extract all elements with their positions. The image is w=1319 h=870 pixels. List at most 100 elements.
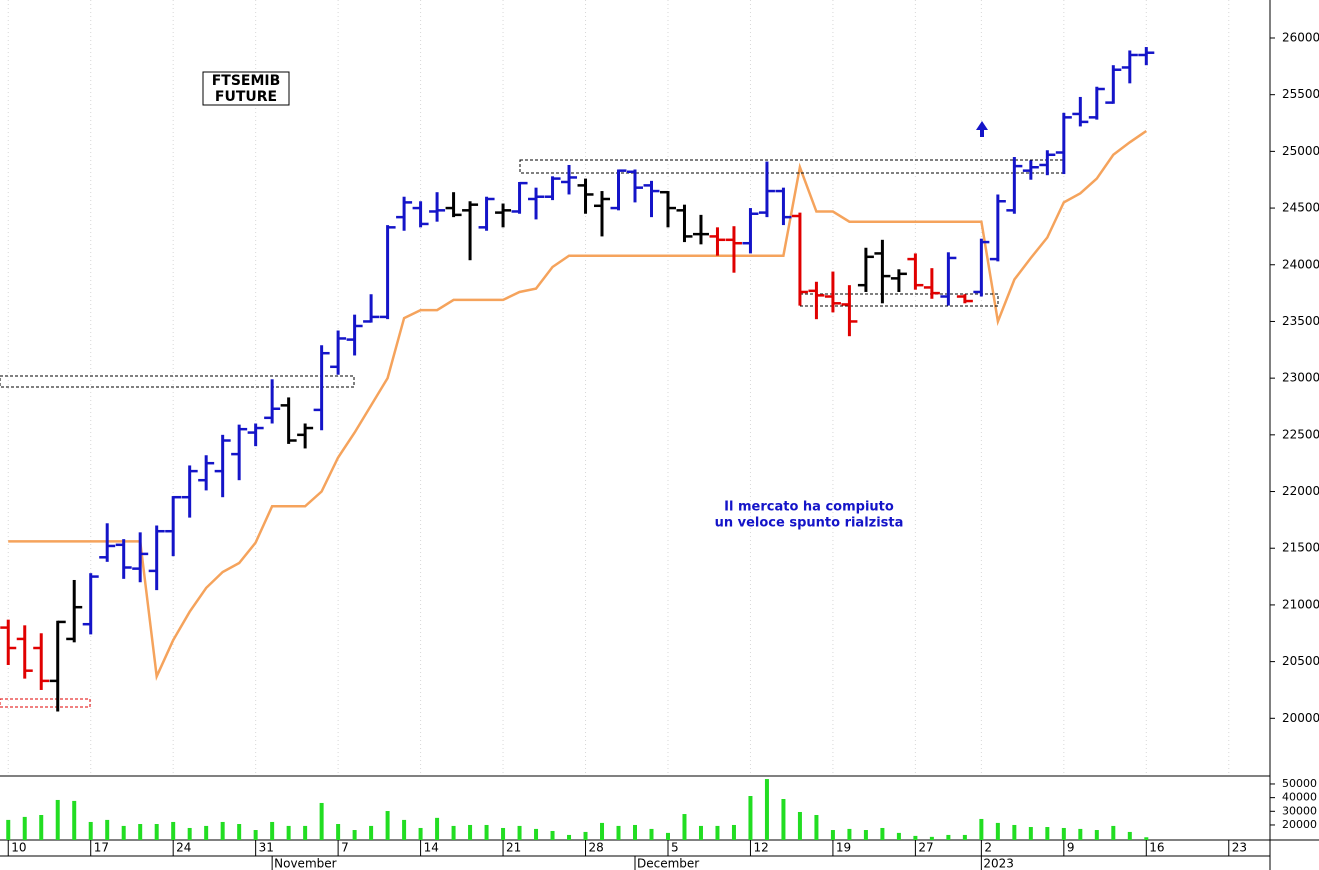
x-tick-label: 5: [671, 841, 679, 855]
volume-bar: [962, 834, 967, 840]
volume-bar: [847, 828, 852, 840]
volume-bar: [138, 824, 143, 840]
volume-bar: [665, 832, 670, 840]
volume-bar: [995, 822, 1000, 840]
y-tick-label: 22500: [1282, 427, 1319, 441]
volume-bar: [39, 814, 44, 840]
label-box-text: FTSEMIB: [212, 73, 281, 89]
volume-bar: [402, 819, 407, 840]
volume-bar: [105, 819, 110, 840]
x-tick-label: 12: [753, 841, 768, 855]
volume-bar: [1078, 828, 1083, 840]
volume-bar: [237, 824, 242, 840]
volume-bar: [1061, 827, 1066, 840]
volume-bar: [929, 836, 934, 840]
volume-bar: [303, 825, 308, 840]
x-tick-label: 7: [341, 841, 349, 855]
y-tick-label: 25500: [1282, 87, 1319, 101]
y-tick-label: 20000: [1282, 818, 1317, 831]
volume-bar: [270, 821, 275, 840]
volume-bar: [550, 830, 555, 840]
volume-bar: [1094, 830, 1099, 840]
volume-bar: [418, 827, 423, 840]
volume-bar: [814, 814, 819, 840]
x-tick-label: 9: [1067, 841, 1075, 855]
month-label: 2023: [983, 857, 1014, 870]
trend-line: [8, 129, 1148, 681]
volume-bar: [121, 825, 126, 840]
range-box: [0, 375, 355, 388]
volume-bar: [451, 825, 456, 840]
label-box-text: FUTURE: [215, 89, 277, 105]
volume-bar: [715, 825, 720, 840]
volume-bar: [880, 827, 885, 840]
volume-bar: [204, 825, 209, 840]
volume-bar: [913, 835, 918, 840]
volume-bar: [649, 828, 654, 840]
volume-bar: [1028, 827, 1033, 840]
volume-bar: [1012, 824, 1017, 840]
y-tick-label: 25000: [1282, 144, 1319, 158]
month-label: November: [274, 857, 336, 870]
volume-bar: [55, 799, 60, 840]
volume-bar: [1127, 831, 1132, 840]
volume-bar: [369, 825, 374, 840]
x-tick-label: 10: [11, 841, 26, 855]
volume-bar: [6, 819, 11, 840]
volume-bar: [583, 831, 588, 840]
volume-bar: [220, 821, 225, 840]
volume-bar: [1045, 827, 1050, 840]
volume-bar: [534, 828, 539, 840]
volume-bar: [600, 822, 605, 840]
volume-bar: [187, 827, 192, 840]
y-tick-label: 50000: [1282, 777, 1317, 790]
up-arrow: [976, 121, 988, 137]
month-label: December: [637, 857, 699, 870]
volume-bar: [731, 824, 736, 840]
y-tick-label: 26000: [1282, 30, 1319, 44]
volume-bar: [863, 830, 868, 840]
volume-bar: [830, 830, 835, 840]
volume-bar: [698, 825, 703, 840]
volume-bar: [979, 818, 984, 840]
volume-bar: [286, 825, 291, 840]
x-tick-label: 27: [918, 841, 933, 855]
volume-bar: [517, 825, 522, 840]
volume-bar: [253, 830, 258, 840]
y-tick-label: 24500: [1282, 201, 1319, 215]
x-tick-label: 23: [1232, 841, 1247, 855]
x-tick-label: 21: [506, 841, 521, 855]
range-box: [0, 698, 91, 708]
y-tick-label: 23000: [1282, 371, 1319, 385]
x-tick-label: 24: [176, 841, 191, 855]
y-tick-label: 24000: [1282, 257, 1319, 271]
y-tick-label: 21500: [1282, 541, 1319, 555]
x-tick-label: 2: [984, 841, 992, 855]
x-tick-label: 28: [589, 841, 604, 855]
volume-bar: [435, 817, 440, 840]
volume-bar: [484, 824, 489, 840]
volume-bar: [616, 825, 621, 840]
volume-bar: [319, 802, 324, 840]
annotation: un veloce spunto rialzista: [715, 516, 904, 531]
volume-bar: [352, 830, 357, 840]
x-tick-label: 19: [836, 841, 851, 855]
volume-bar: [336, 824, 341, 840]
volume-bar: [797, 811, 802, 840]
y-tick-label: 20500: [1282, 654, 1319, 668]
volume-bar: [1111, 825, 1116, 840]
volume-bar: [385, 811, 390, 840]
volume-bar: [764, 779, 769, 840]
volume-bar: [748, 795, 753, 840]
range-box: [519, 159, 1064, 174]
volume-bar: [171, 821, 176, 840]
volume-bar: [72, 800, 77, 840]
volume-bar: [633, 824, 637, 840]
y-tick-label: 21000: [1282, 597, 1319, 611]
volume-bar: [468, 824, 473, 840]
y-tick-label: 40000: [1282, 791, 1317, 804]
x-tick-label: 14: [424, 841, 439, 855]
volume-bar: [154, 824, 159, 840]
